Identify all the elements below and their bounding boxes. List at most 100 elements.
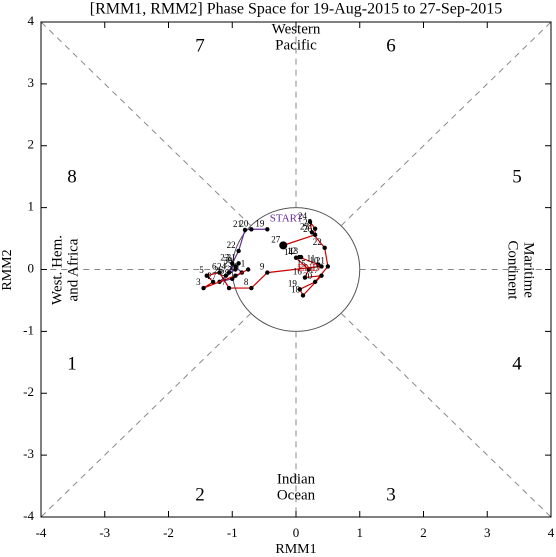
region-label: Indian (277, 471, 316, 487)
y-tick-label: 4 (28, 13, 35, 28)
point-label: 24 (217, 262, 227, 272)
point-label: 10 (310, 255, 320, 265)
trajectory-point (312, 232, 318, 238)
trajectory-point (245, 267, 251, 272)
point-label: 15 (297, 259, 307, 269)
point-label: 2 (228, 265, 233, 275)
point-label: 1 (241, 259, 246, 269)
y-tick-label: 3 (28, 75, 35, 90)
x-tick-label: -4 (36, 525, 47, 540)
trajectory-point (322, 245, 327, 251)
trajectory-point (293, 255, 299, 260)
point-label: 8 (244, 277, 249, 287)
phase-divider (40, 21, 252, 227)
trajectory-point (302, 275, 308, 280)
trajectory-point (223, 273, 229, 278)
point-label: 20 (303, 271, 313, 281)
trajectory-point (316, 262, 321, 267)
region-label: West. Hem. (49, 235, 65, 305)
point-label: 22 (227, 240, 236, 250)
x-tick-label: 3 (484, 525, 491, 540)
point-label: 25 (223, 259, 233, 269)
point-label: 12 (287, 246, 296, 256)
trajectory-point (226, 270, 232, 275)
y-tick-label: -1 (23, 322, 34, 337)
trajectory-point (306, 267, 311, 272)
trajectory-point (307, 219, 313, 225)
x-tick-label: 2 (420, 525, 427, 540)
trajectory-point (309, 230, 315, 235)
trajectory-point (319, 264, 324, 269)
trajectory-point (265, 270, 270, 275)
phase-divider (340, 312, 552, 518)
x-tick-label: -2 (163, 525, 174, 540)
point-label: 23 (220, 252, 230, 262)
trajectory-point (297, 287, 303, 292)
trajectory-point (210, 279, 216, 285)
phase-divider (40, 312, 252, 518)
region-label: Western (272, 21, 321, 37)
y-tick-label: 0 (28, 260, 35, 275)
trajectory-point (233, 273, 238, 278)
trajectory-point (319, 273, 324, 278)
phase-number: 4 (512, 353, 522, 374)
region-label: Ocean (277, 487, 316, 503)
phase-number: 5 (512, 166, 522, 187)
y-tick-label: -3 (23, 446, 34, 461)
point-label: 26 (303, 224, 313, 234)
point-label: 13 (289, 246, 299, 256)
y-axis-label: RMM2 (0, 249, 15, 290)
trajectory-point (233, 267, 238, 272)
point-label: 26 (214, 265, 224, 275)
annotation: END (297, 262, 320, 274)
trajectory-point (312, 226, 318, 231)
point-label: 9 (260, 262, 265, 272)
point-label: 19 (255, 218, 265, 228)
point-label: 28 (220, 268, 230, 278)
end-marker (279, 241, 288, 250)
point-label: 23 (300, 221, 310, 231)
trajectory-point (249, 227, 254, 232)
trajectory-point (312, 279, 318, 285)
x-tick-label: 0 (293, 525, 300, 540)
trajectory-point (226, 285, 232, 291)
point-label: 30 (223, 255, 233, 265)
x-tick-label: 1 (357, 525, 364, 540)
trajectory-point (217, 270, 222, 275)
x-tick-label: -3 (99, 525, 110, 540)
trajectory-point (233, 264, 238, 269)
y-tick-label: -4 (23, 508, 34, 523)
trajectory-point (204, 273, 209, 278)
y-tick-label: -2 (23, 384, 34, 399)
trajectory-point (201, 285, 206, 291)
point-label: 5 (199, 265, 204, 275)
point-label: 31 (227, 252, 236, 262)
trajectory-point (300, 293, 306, 298)
trajectory-point (230, 261, 235, 266)
point-label: 24 (298, 211, 308, 221)
trajectory-point (298, 254, 304, 260)
point-label: 14 (284, 247, 294, 257)
phase-divider (340, 21, 552, 227)
region-label: and Africa (65, 238, 81, 301)
point-label: 11 (307, 254, 316, 264)
point-label: 21 (233, 219, 242, 229)
trajectory-point (236, 261, 241, 266)
phase-number: 2 (195, 484, 205, 505)
chart-title: [RMM1, RMM2] Phase Space for 19-Aug-2015… (90, 1, 502, 18)
point-label: 22 (313, 237, 322, 247)
point-label: 17 (310, 265, 320, 275)
region-label: Pacific (275, 37, 317, 53)
x-tick-label: -1 (227, 525, 238, 540)
annotation: START (270, 212, 304, 224)
region-label: Maritime (521, 242, 537, 298)
trajectory-point (236, 248, 241, 254)
point-label: 18 (291, 285, 301, 295)
trajectory-point (325, 264, 331, 269)
y-tick-label: 1 (28, 199, 35, 214)
trajectory-point (249, 285, 254, 291)
point-label: 7 (222, 277, 227, 287)
point-label: 27 (208, 271, 218, 281)
x-tick-label: 4 (548, 525, 555, 540)
point-label: 16 (293, 267, 303, 277)
